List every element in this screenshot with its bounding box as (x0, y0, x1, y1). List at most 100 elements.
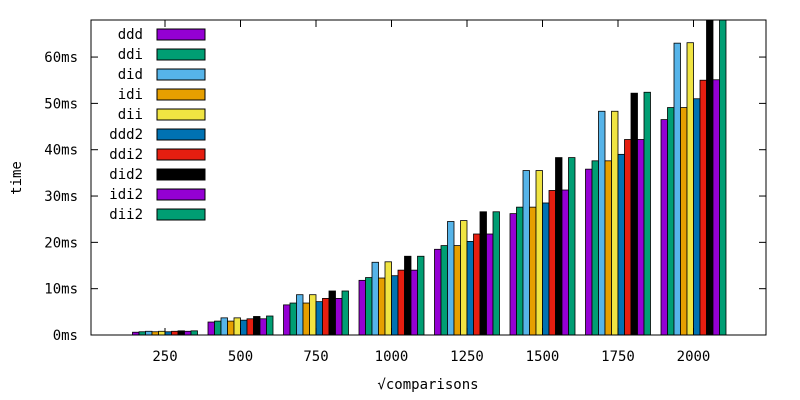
legend-swatch (156, 128, 206, 141)
y-axis-label: time (9, 161, 25, 195)
bar-idi2-1250 (486, 233, 494, 336)
bar-idi2-750 (335, 297, 343, 336)
legend-swatch (156, 68, 206, 81)
legend-label: idi (118, 87, 143, 103)
bar-dii2-1500 (568, 157, 576, 336)
legend-label: ddd2 (109, 127, 143, 143)
bar-did-250 (145, 330, 153, 336)
bar-did-750 (296, 294, 304, 336)
bar-did-1250 (447, 221, 455, 336)
legend-swatch (156, 168, 206, 181)
bar-idi-1000 (378, 277, 386, 336)
x-tick-label: 1250 (450, 349, 484, 365)
bar-did2-1000 (404, 255, 412, 336)
bar-dii-1750 (611, 110, 619, 336)
x-tick-label: 1750 (601, 349, 635, 365)
plot-frame (90, 19, 767, 336)
bar-did2-500 (253, 316, 261, 336)
bar-idi2-1000 (410, 269, 418, 336)
bar-dii2-500 (266, 315, 274, 336)
bar-idi-1500 (529, 206, 537, 336)
legend-label: idi2 (109, 187, 143, 203)
bar-ddi-1250 (440, 245, 448, 336)
bar-ddi2-750 (322, 297, 330, 336)
bar-ddd2-1250 (466, 241, 474, 336)
x-tick-label: 1500 (526, 349, 560, 365)
bar-ddd-1500 (509, 213, 517, 336)
legend-label: dii2 (109, 207, 143, 223)
bar-idi2-250 (184, 330, 192, 336)
legend-swatch (156, 108, 206, 121)
legend-item-did2: did2 (109, 167, 206, 183)
y-tick-label: 30ms (44, 189, 78, 205)
legend-swatch (156, 188, 206, 201)
bar-ddi-2000 (667, 107, 675, 336)
x-tick-label: 1000 (375, 349, 409, 365)
legend-swatch (156, 208, 206, 221)
legend-item-idi: idi (118, 87, 206, 103)
bar-dii-500 (233, 317, 241, 336)
bar-did2-250 (177, 330, 185, 336)
bar-dii-250 (158, 330, 166, 336)
bar-dii-1500 (535, 170, 543, 336)
bar-dii-1250 (460, 220, 468, 336)
bar-ddi-750 (289, 302, 297, 336)
bar-ddd2-750 (315, 301, 323, 336)
bar-dii2-250 (190, 330, 198, 336)
bar-dii-750 (309, 294, 317, 336)
y-tick-label: 60ms (44, 50, 78, 66)
legend-swatch (156, 148, 206, 161)
legend-item-did: did (118, 67, 206, 83)
y-tick-label: 10ms (44, 282, 78, 298)
bar-idi2-1500 (561, 189, 569, 336)
ticks-layer: 0ms 10ms 20ms 30ms 40ms 50ms 60ms 250 500 750 1000… (44, 20, 766, 365)
bar-idi2-2000 (712, 79, 720, 336)
legend-swatch (156, 88, 206, 101)
legend-label: ddd (118, 27, 143, 43)
bar-ddd2-2000 (693, 98, 701, 336)
bar-ddi-1000 (365, 277, 373, 336)
bar-idi-750 (302, 302, 310, 336)
x-axis-label: √comparisons (377, 377, 478, 393)
bar-idi-1750 (604, 160, 612, 336)
legend-label: did2 (109, 167, 143, 183)
bar-ddi2-1500 (548, 190, 556, 336)
bar-ddd2-500 (240, 319, 248, 336)
bar-ddd-1000 (358, 279, 366, 336)
bar-did-500 (220, 317, 228, 336)
x-tick-label: 250 (152, 349, 177, 365)
bar-ddi-500 (214, 320, 222, 336)
bar-ddd-1250 (434, 248, 442, 336)
bar-dii2-1000 (417, 255, 425, 336)
bar-ddi2-1750 (624, 139, 632, 336)
legend-label: dii (118, 107, 143, 123)
bar-idi-500 (227, 320, 235, 336)
legend-label: ddi (118, 47, 143, 63)
bar-idi2-1750 (637, 139, 645, 336)
bar-ddd2-1500 (542, 202, 550, 336)
bar-did2-2000 (706, 19, 714, 336)
bar-ddi2-1000 (397, 269, 405, 336)
bar-dii2-1750 (643, 91, 651, 336)
legend-item-dii2: dii2 (109, 207, 206, 223)
bar-idi-1250 (453, 245, 461, 336)
bar-dii-1000 (384, 261, 392, 336)
bar-dii2-2000 (719, 19, 727, 336)
bar-did-1000 (371, 261, 379, 336)
bar-ddi2-250 (171, 330, 179, 336)
bar-did2-1250 (479, 211, 487, 336)
legend-item-ddi: ddi (118, 47, 206, 63)
bar-did-1500 (522, 170, 530, 336)
legend-item-idi2: idi2 (109, 187, 206, 203)
legend: ddd ddi did idi dii ddd2 ddi2 did2 idi2 dii2 (109, 27, 206, 223)
y-tick-label: 0ms (53, 328, 78, 344)
bar-idi-2000 (680, 107, 688, 336)
bar-dii2-1250 (492, 211, 500, 336)
bar-ddi2-500 (246, 318, 254, 336)
y-tick-label: 50ms (44, 96, 78, 112)
bar-ddd-750 (283, 304, 291, 336)
bar-ddi-1500 (516, 206, 524, 336)
legend-item-ddd: ddd (118, 27, 206, 43)
legend-swatch (156, 48, 206, 61)
